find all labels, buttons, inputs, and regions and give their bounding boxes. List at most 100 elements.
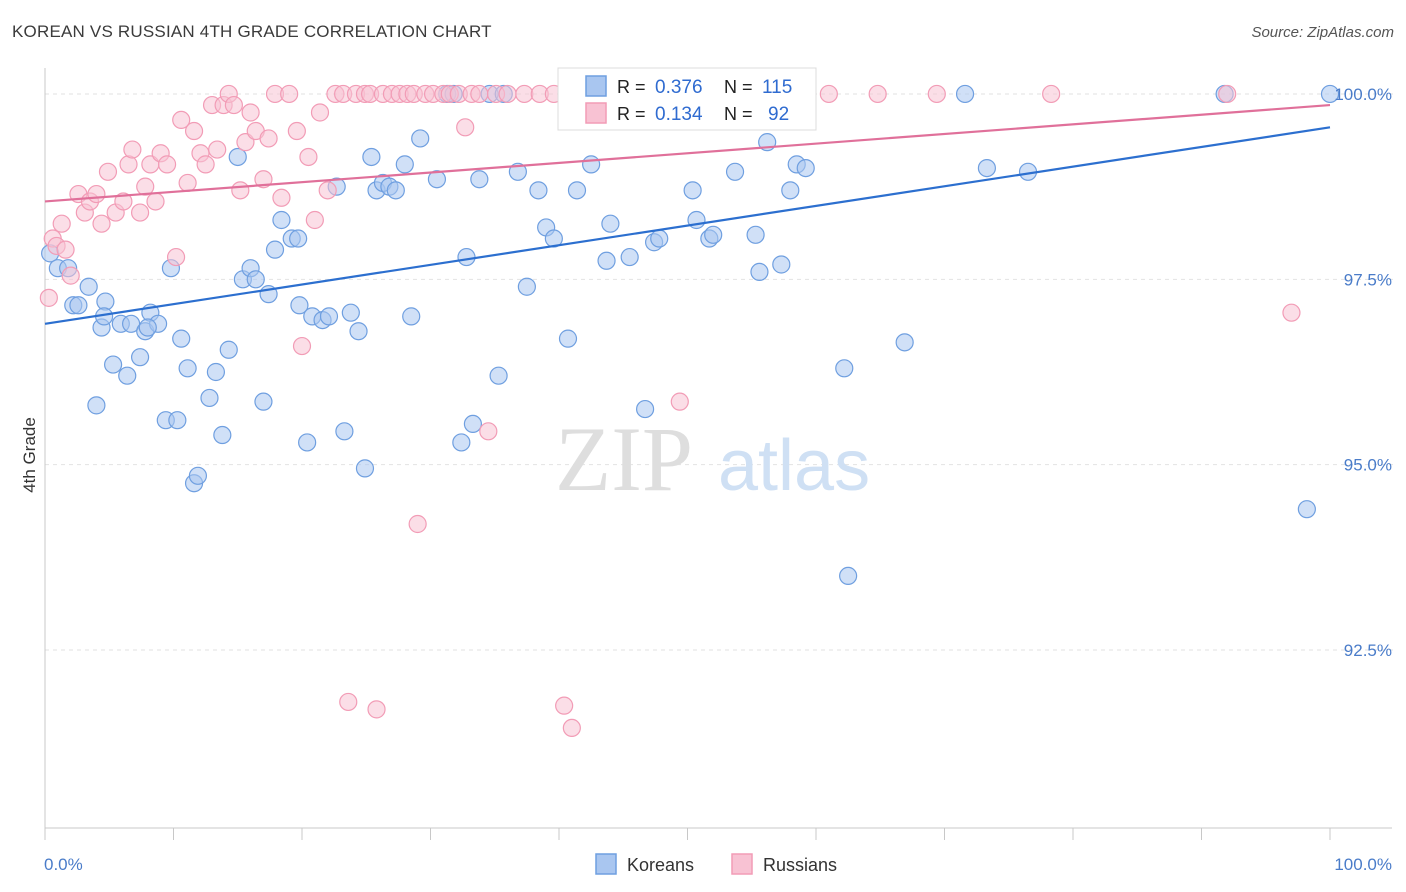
point-koreans[interactable] — [955, 84, 975, 104]
point-koreans[interactable] — [839, 566, 858, 586]
point-russians[interactable] — [555, 696, 574, 715]
point-russians[interactable] — [56, 240, 75, 259]
point-russians[interactable] — [92, 214, 111, 233]
point-koreans[interactable] — [1297, 500, 1316, 519]
legend-label-russians[interactable]: Russians — [763, 855, 837, 875]
point-russians[interactable] — [408, 514, 427, 534]
point-koreans[interactable] — [582, 155, 601, 174]
point-russians[interactable] — [87, 184, 106, 204]
point-russians[interactable] — [172, 110, 191, 130]
point-koreans[interactable] — [200, 388, 219, 408]
point-koreans[interactable] — [650, 229, 669, 248]
point-koreans[interactable] — [635, 399, 655, 419]
point-russians[interactable] — [241, 103, 260, 122]
point-koreans[interactable] — [79, 277, 98, 296]
point-koreans[interactable] — [470, 170, 489, 189]
point-koreans[interactable] — [349, 322, 368, 341]
point-russians[interactable] — [98, 162, 118, 181]
point-russians[interactable] — [52, 214, 71, 233]
point-koreans[interactable] — [228, 147, 247, 167]
point-russians[interactable] — [119, 155, 138, 174]
point-koreans[interactable] — [463, 414, 483, 434]
point-koreans[interactable] — [558, 329, 578, 348]
point-koreans[interactable] — [172, 329, 191, 348]
point-koreans[interactable] — [895, 333, 914, 352]
point-koreans[interactable] — [402, 307, 421, 326]
point-russians[interactable] — [123, 140, 142, 159]
point-koreans[interactable] — [750, 262, 769, 282]
point-koreans[interactable] — [601, 214, 620, 233]
point-koreans[interactable] — [213, 425, 232, 445]
point-russians[interactable] — [178, 173, 197, 193]
point-russians[interactable] — [157, 155, 177, 174]
point-koreans[interactable] — [335, 422, 354, 441]
point-russians[interactable] — [236, 133, 255, 152]
point-koreans[interactable] — [355, 459, 375, 478]
point-koreans[interactable] — [772, 255, 791, 274]
point-koreans[interactable] — [254, 392, 273, 411]
legend-label-koreans[interactable]: Koreans — [627, 855, 694, 875]
point-russians[interactable] — [39, 288, 58, 307]
point-koreans[interactable] — [178, 359, 197, 378]
point-russians[interactable] — [310, 103, 330, 122]
point-koreans[interactable] — [529, 181, 548, 200]
point-koreans[interactable] — [219, 340, 238, 359]
point-koreans[interactable] — [567, 181, 587, 200]
point-russians[interactable] — [819, 84, 838, 104]
point-koreans[interactable] — [104, 355, 123, 374]
point-koreans[interactable] — [319, 307, 339, 326]
point-russians[interactable] — [61, 266, 80, 285]
point-russians[interactable] — [224, 95, 243, 115]
point-russians[interactable] — [456, 118, 475, 137]
point-russians[interactable] — [146, 192, 165, 211]
point-koreans[interactable] — [87, 396, 106, 415]
point-koreans[interactable] — [138, 318, 157, 337]
point-koreans[interactable] — [272, 210, 291, 230]
point-koreans[interactable] — [206, 362, 226, 382]
point-russians[interactable] — [318, 181, 337, 200]
point-koreans[interactable] — [977, 158, 997, 178]
point-koreans[interactable] — [246, 270, 265, 289]
point-russians[interactable] — [259, 129, 278, 148]
point-russians[interactable] — [1042, 84, 1061, 104]
point-koreans[interactable] — [835, 359, 854, 378]
point-koreans[interactable] — [130, 348, 150, 367]
point-koreans[interactable] — [452, 433, 471, 452]
point-koreans[interactable] — [395, 155, 414, 174]
point-koreans[interactable] — [298, 433, 317, 452]
point-russians[interactable] — [280, 84, 299, 104]
point-russians[interactable] — [498, 84, 517, 104]
point-koreans[interactable] — [457, 247, 476, 267]
point-russians[interactable] — [136, 177, 155, 196]
point-russians[interactable] — [184, 121, 204, 141]
point-russians[interactable] — [367, 700, 386, 719]
point-russians[interactable] — [292, 336, 312, 356]
point-russians[interactable] — [927, 84, 946, 104]
point-koreans[interactable] — [796, 158, 815, 178]
point-koreans[interactable] — [517, 277, 536, 296]
point-koreans[interactable] — [289, 229, 308, 248]
point-koreans[interactable] — [781, 181, 800, 200]
legend-swatch-russians[interactable] — [731, 853, 753, 875]
point-koreans[interactable] — [69, 296, 88, 315]
point-koreans[interactable] — [386, 181, 405, 200]
point-koreans[interactable] — [341, 303, 360, 322]
point-koreans[interactable] — [427, 170, 447, 189]
point-koreans[interactable] — [683, 181, 702, 200]
point-russians[interactable] — [299, 147, 318, 167]
point-russians[interactable] — [515, 84, 534, 104]
point-russians[interactable] — [1218, 84, 1237, 104]
point-koreans[interactable] — [290, 296, 309, 315]
point-russians[interactable] — [562, 718, 581, 738]
point-koreans[interactable] — [704, 225, 723, 244]
point-russians[interactable] — [305, 210, 324, 230]
point-russians[interactable] — [231, 181, 250, 200]
point-russians[interactable] — [166, 247, 186, 267]
point-koreans[interactable] — [362, 147, 381, 167]
point-koreans[interactable] — [508, 162, 527, 181]
point-russians[interactable] — [254, 170, 273, 189]
point-russians[interactable] — [208, 140, 227, 159]
point-koreans[interactable] — [411, 129, 430, 148]
point-koreans[interactable] — [118, 366, 137, 385]
point-russians[interactable] — [470, 84, 489, 104]
